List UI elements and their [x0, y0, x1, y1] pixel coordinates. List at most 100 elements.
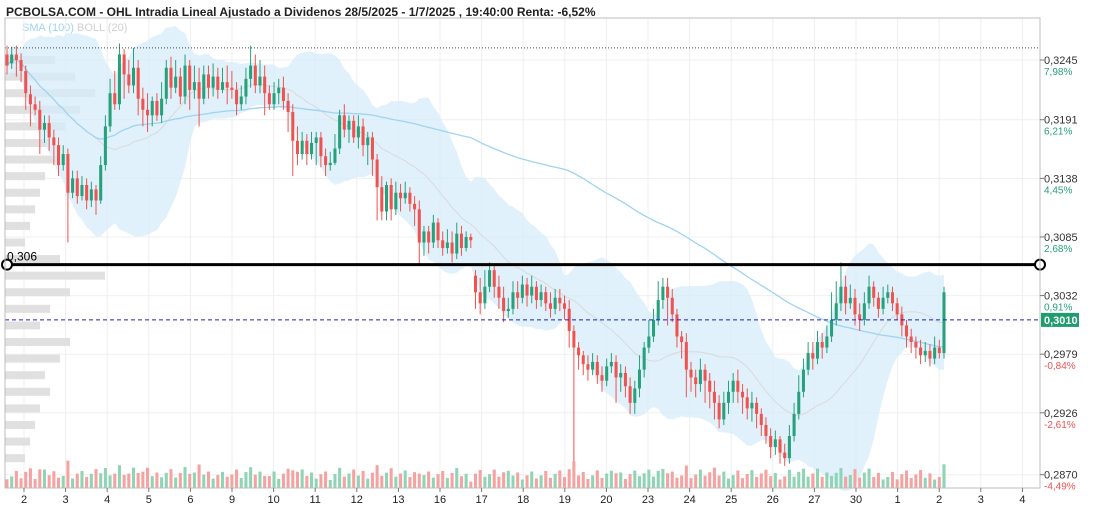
candle-body	[609, 361, 613, 367]
candle-body	[670, 297, 674, 315]
candle-body	[342, 115, 346, 130]
volume-bar	[52, 471, 56, 488]
x-tick-label: 17	[475, 494, 487, 506]
candle-body	[263, 76, 267, 94]
volume-profile-bar	[5, 188, 40, 197]
volume-bar	[230, 474, 234, 488]
volume-bar	[225, 476, 229, 488]
volume-bar	[923, 477, 927, 488]
candle-body	[286, 100, 290, 112]
volume-bar	[295, 471, 299, 488]
volume-bar	[235, 469, 239, 488]
volume-profile-bar	[5, 205, 35, 214]
volume-bar	[291, 470, 295, 488]
volume-bar	[628, 474, 632, 488]
volume-bar	[310, 472, 314, 488]
candle-body	[544, 292, 548, 304]
volume-bar	[441, 471, 445, 488]
candle-body	[366, 137, 370, 146]
volume-bar	[263, 475, 267, 488]
y-tick-pct: 2,68%	[1044, 244, 1072, 255]
candle-body	[436, 222, 440, 241]
candle-body	[933, 347, 937, 359]
volume-bar	[244, 472, 248, 488]
volume-bar	[778, 479, 782, 488]
volume-bar	[872, 476, 876, 488]
volume-bar	[591, 475, 595, 488]
volume-bar	[904, 470, 909, 488]
candle-body	[759, 413, 763, 425]
volume-bar	[497, 476, 501, 488]
candle-body	[689, 369, 693, 378]
candle-body	[370, 137, 374, 160]
candle-body	[600, 375, 604, 381]
y-tick-pct: 7,98%	[1044, 67, 1072, 78]
candle-body	[825, 336, 829, 348]
volume-bar	[520, 479, 524, 488]
volume-bar	[844, 476, 848, 488]
volume-bar	[150, 476, 154, 488]
candle-body	[806, 353, 810, 370]
volume-bar	[595, 470, 599, 488]
candle-body	[473, 275, 478, 293]
y-tick-pct: -2,61%	[1044, 420, 1076, 431]
x-tick-label: 3	[63, 494, 69, 506]
candle-body	[441, 240, 445, 249]
candle-body	[183, 65, 187, 97]
candle-body	[206, 74, 210, 88]
candle-body	[469, 236, 473, 241]
candle-body	[811, 353, 815, 359]
candle-body	[595, 361, 599, 376]
volume-bar	[834, 472, 838, 488]
volume-bar	[769, 476, 773, 488]
volume-bar	[117, 465, 121, 488]
volume-bar	[712, 467, 716, 488]
candle-body	[281, 87, 285, 101]
x-tick-label: 24	[683, 494, 695, 506]
volume-bar	[361, 470, 365, 488]
volume-bar	[455, 468, 459, 488]
candle-body	[459, 233, 463, 249]
candle-body	[380, 187, 384, 212]
volume-bar	[914, 474, 918, 488]
candle-body	[567, 308, 571, 331]
volume-bar	[558, 470, 562, 488]
volume-profile-bar	[5, 172, 45, 181]
volume-bar	[797, 471, 801, 488]
y-tick-label: 0,3032	[1044, 291, 1078, 303]
x-tick-label: 4	[1019, 494, 1025, 506]
volume-bar	[726, 478, 731, 488]
candle-body	[516, 292, 520, 298]
candle-body	[431, 222, 435, 243]
candlesticks	[5, 43, 946, 466]
volume-bar	[136, 473, 140, 488]
axes	[4, 17, 1041, 489]
volume-bar	[71, 478, 75, 488]
volume-bar	[806, 476, 810, 488]
volume-bar	[703, 475, 707, 488]
volume-profile-bar	[5, 304, 50, 313]
candle-body	[108, 93, 112, 127]
candle-body	[558, 297, 562, 304]
candle-body	[839, 286, 843, 304]
volume-bar	[755, 476, 759, 488]
candle-body	[717, 402, 721, 420]
volume-bar	[502, 472, 506, 488]
candle-body	[553, 297, 557, 309]
volume-bar	[698, 469, 702, 488]
y-tick-label: 0,3191	[1044, 115, 1078, 127]
x-tick-label: 19	[559, 494, 571, 506]
x-tick-label: 10	[267, 494, 279, 506]
volume-bar	[619, 472, 623, 488]
volume-bar	[89, 473, 93, 488]
volume-bar	[314, 478, 318, 488]
candle-body	[928, 350, 932, 359]
candle-body	[131, 67, 136, 86]
volume-bar	[633, 470, 637, 488]
volume-bar	[787, 469, 791, 488]
candle-body	[408, 192, 412, 204]
candle-body	[577, 347, 581, 356]
candle-body	[919, 347, 923, 356]
candle-body	[703, 369, 707, 381]
